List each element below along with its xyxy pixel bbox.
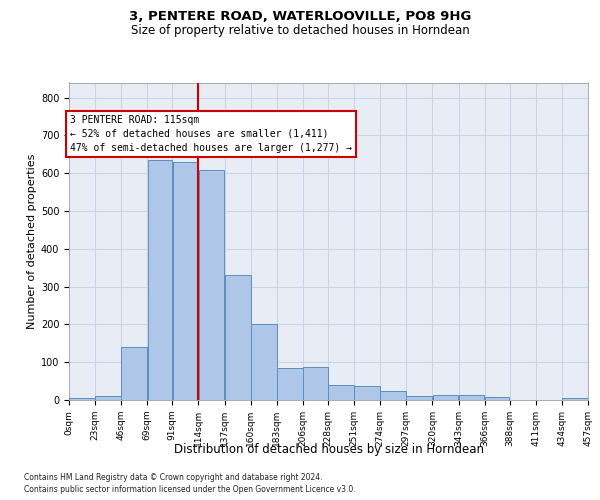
Y-axis label: Number of detached properties: Number of detached properties xyxy=(26,154,37,329)
Bar xyxy=(121,347,147,400)
Bar xyxy=(328,385,354,400)
Bar xyxy=(173,162,198,400)
Bar xyxy=(95,396,121,400)
Bar xyxy=(380,390,406,400)
Bar xyxy=(225,276,251,400)
Text: Contains public sector information licensed under the Open Government Licence v3: Contains public sector information licen… xyxy=(24,485,356,494)
Bar xyxy=(303,366,328,400)
Text: 3 PENTERE ROAD: 115sqm
← 52% of detached houses are smaller (1,411)
47% of semi-: 3 PENTERE ROAD: 115sqm ← 52% of detached… xyxy=(70,114,352,152)
Bar xyxy=(69,398,95,400)
Bar xyxy=(251,324,277,400)
Bar xyxy=(354,386,380,400)
Bar xyxy=(459,396,484,400)
Bar xyxy=(199,170,224,400)
Text: Contains HM Land Registry data © Crown copyright and database right 2024.: Contains HM Land Registry data © Crown c… xyxy=(24,472,323,482)
Text: Distribution of detached houses by size in Horndean: Distribution of detached houses by size … xyxy=(174,442,484,456)
Text: 3, PENTERE ROAD, WATERLOOVILLE, PO8 9HG: 3, PENTERE ROAD, WATERLOOVILLE, PO8 9HG xyxy=(129,10,471,23)
Text: Size of property relative to detached houses in Horndean: Size of property relative to detached ho… xyxy=(131,24,469,37)
Bar xyxy=(485,397,509,400)
Bar xyxy=(433,396,458,400)
Bar xyxy=(148,160,172,400)
Bar xyxy=(277,368,303,400)
Bar xyxy=(562,398,588,400)
Bar xyxy=(406,396,432,400)
